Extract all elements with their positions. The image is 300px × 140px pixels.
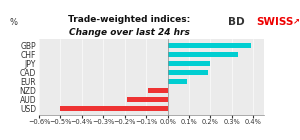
Bar — [127, 97, 168, 102]
Bar — [168, 70, 208, 75]
Bar — [60, 106, 168, 111]
Text: SWISS: SWISS — [256, 17, 294, 27]
Bar — [168, 61, 210, 66]
Text: BD: BD — [228, 17, 244, 27]
Text: Trade-weighted indices:: Trade-weighted indices: — [68, 15, 190, 24]
Text: Change over last 24 hrs: Change over last 24 hrs — [69, 28, 189, 37]
Bar — [168, 52, 238, 57]
Text: ↗: ↗ — [292, 17, 299, 26]
Bar — [168, 79, 187, 84]
Text: %: % — [10, 18, 18, 27]
Bar — [148, 88, 168, 93]
Bar — [168, 43, 251, 48]
